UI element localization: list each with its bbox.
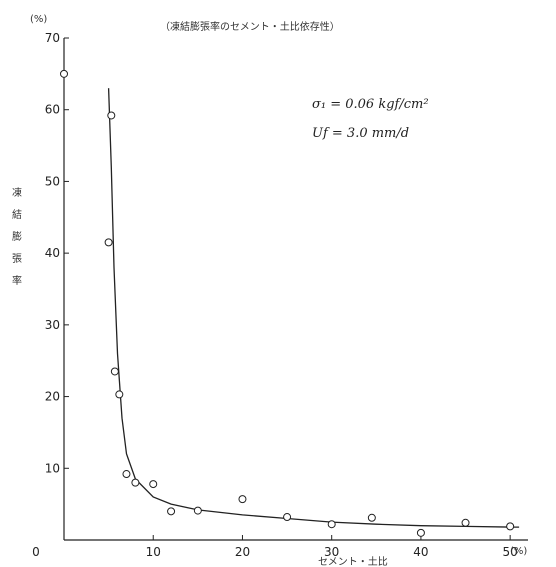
x-tick-label: 50 <box>503 545 518 559</box>
data-point <box>110 367 119 376</box>
axes <box>63 38 528 541</box>
x-axis-label: セメント・土比 <box>318 555 388 567</box>
data-point <box>416 528 425 537</box>
annotation-rate: Uf = 3.0 mm/d <box>312 126 409 141</box>
x-tick-label: 20 <box>235 545 250 559</box>
data-point <box>104 238 113 247</box>
ticks: 0 10 20 30 40 50 10 20 30 40 50 60 70 <box>32 31 518 559</box>
data-point <box>60 69 68 78</box>
fit-curve <box>107 88 520 528</box>
y-axis-label-char: 膨 <box>12 230 22 243</box>
data-point <box>461 518 470 527</box>
annotation-stress: σ₁ = 0.06 kgf/cm² <box>312 97 429 112</box>
data-point <box>131 478 140 487</box>
y-axis-label-char: 結 <box>12 208 22 221</box>
y-tick-label: 50 <box>45 174 60 188</box>
y-tick-label: 20 <box>45 390 60 404</box>
data-points <box>60 69 515 537</box>
y-axis-label: 凍結膨張率 <box>12 186 22 287</box>
x-tick-label: 30 <box>324 545 339 559</box>
data-point <box>327 520 336 529</box>
data-point <box>149 480 158 489</box>
data-point <box>506 522 515 531</box>
data-point <box>115 390 124 399</box>
x-tick-label: 40 <box>413 545 428 559</box>
y-tick-label: 40 <box>45 246 60 260</box>
data-point <box>193 506 202 515</box>
data-point <box>107 111 116 120</box>
y-unit-label: (%) <box>30 14 47 25</box>
y-tick-label: 30 <box>45 318 60 332</box>
chart-title: （凍結膨張率のセメント・土比依存性） <box>160 20 340 33</box>
y-tick-label: 10 <box>45 461 60 475</box>
y-axis-label-char: 率 <box>12 274 22 287</box>
x-unit-label: (%) <box>510 546 527 557</box>
data-point <box>283 513 292 522</box>
x-tick-label: 0 <box>32 545 40 559</box>
x-tick-label: 10 <box>146 545 161 559</box>
y-tick-label: 60 <box>45 103 60 117</box>
y-axis-label-char: 張 <box>12 253 22 265</box>
y-tick-label: 70 <box>45 31 60 45</box>
data-point <box>238 495 247 504</box>
y-axis-label-char: 凍 <box>12 186 22 199</box>
data-point <box>167 507 176 516</box>
data-point <box>367 513 376 522</box>
data-point <box>122 470 131 479</box>
